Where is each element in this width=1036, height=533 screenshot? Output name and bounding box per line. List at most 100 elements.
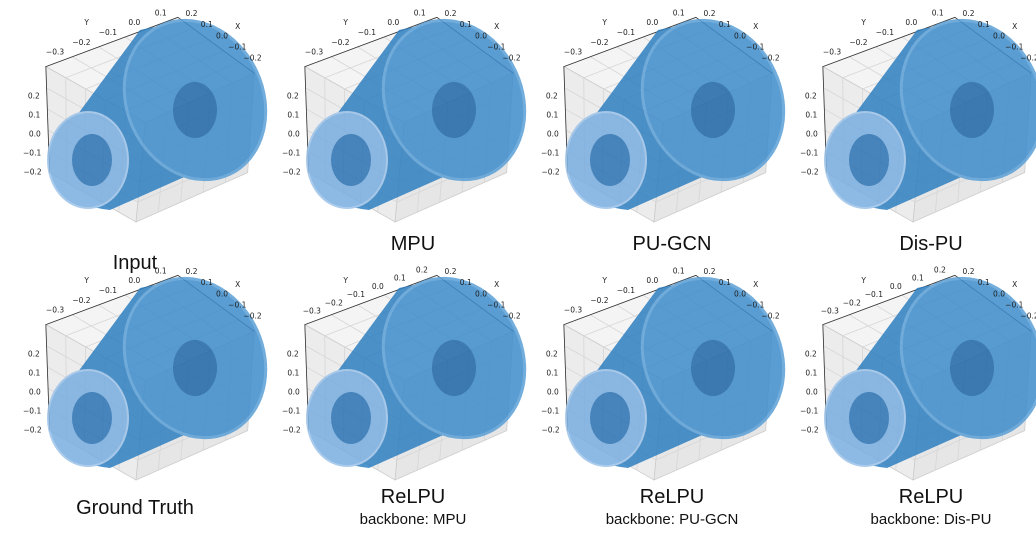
z-tick-label: −0.2 bbox=[282, 168, 300, 177]
y-tick-label: −0.2 bbox=[331, 38, 349, 47]
z-tick-label: −0.2 bbox=[541, 168, 559, 177]
y-tick-label: −0.1 bbox=[99, 286, 117, 295]
z-tick-label: 0.1 bbox=[28, 368, 40, 377]
z-tick-label: 0.0 bbox=[288, 388, 300, 397]
cone-inner bbox=[173, 82, 217, 138]
x-tick-label: −0.2 bbox=[243, 312, 261, 321]
figure: −0.3−0.2−0.10.00.10.20.10.0−0.1−0.20.20.… bbox=[0, 0, 1036, 533]
x-tick-label: 0.0 bbox=[993, 289, 1005, 298]
x-tick-label: 0.2 bbox=[186, 267, 198, 276]
subcaption: backbone: MPU bbox=[360, 511, 467, 528]
x-tick-label: 0.0 bbox=[734, 289, 746, 298]
x-tick-label: −0.1 bbox=[1005, 300, 1023, 309]
caption: Dis-PU bbox=[899, 233, 962, 255]
y-tick-label: −0.3 bbox=[303, 307, 321, 316]
y-axis-label: Y bbox=[342, 18, 348, 27]
z-tick-label: 0.1 bbox=[546, 110, 558, 119]
z-tick-label: 0.2 bbox=[805, 349, 817, 358]
z-tick-label: −0.1 bbox=[541, 149, 559, 158]
x-tick-label: 0.2 bbox=[963, 9, 975, 18]
y-tick-label: −0.3 bbox=[823, 48, 841, 57]
nozzle-inner bbox=[590, 134, 630, 186]
z-tick-label: 0.0 bbox=[288, 130, 300, 139]
x-tick-label: 0.2 bbox=[704, 9, 716, 18]
y-tick-label: −0.2 bbox=[72, 296, 90, 305]
x-axis-label: X bbox=[235, 280, 240, 289]
z-tick-label: 0.1 bbox=[28, 110, 40, 119]
y-tick-label: −0.3 bbox=[821, 307, 839, 316]
z-tick-label: 0.2 bbox=[805, 91, 817, 100]
x-tick-label: −0.2 bbox=[502, 54, 520, 63]
subcaption: backbone: PU-GCN bbox=[606, 511, 739, 528]
x-tick-label: −0.2 bbox=[1020, 312, 1036, 321]
x-tick-label: −0.1 bbox=[228, 300, 246, 309]
z-tick-label: −0.2 bbox=[800, 168, 818, 177]
x-tick-label: −0.2 bbox=[761, 312, 779, 321]
x-tick-label: 0.1 bbox=[719, 20, 731, 29]
y-tick-label: −0.2 bbox=[849, 38, 867, 47]
cone-inner bbox=[691, 340, 735, 396]
z-tick-label: −0.2 bbox=[800, 426, 818, 435]
x-tick-label: −0.2 bbox=[761, 54, 779, 63]
y-axis-label: Y bbox=[601, 276, 607, 285]
caption: ReLPU bbox=[381, 486, 445, 508]
caption: ReLPU bbox=[899, 486, 963, 508]
caption: Ground Truth bbox=[76, 497, 194, 519]
y-tick-label: −0.2 bbox=[72, 38, 90, 47]
x-axis-label: X bbox=[494, 22, 499, 31]
nozzle-inner bbox=[331, 392, 371, 444]
cone-inner bbox=[950, 82, 994, 138]
x-tick-label: −0.1 bbox=[487, 300, 505, 309]
x-axis-label: X bbox=[494, 280, 499, 289]
y-tick-label: −0.3 bbox=[305, 48, 323, 57]
x-tick-label: −0.1 bbox=[228, 42, 246, 51]
z-tick-label: 0.1 bbox=[546, 368, 558, 377]
y-tick-label: 0.1 bbox=[414, 8, 426, 17]
y-tick-label: 0.0 bbox=[128, 276, 140, 285]
y-tick-label: −0.3 bbox=[564, 306, 582, 315]
x-tick-label: −0.2 bbox=[243, 54, 261, 63]
x-tick-label: 0.1 bbox=[460, 278, 472, 287]
x-tick-label: 0.0 bbox=[475, 31, 487, 40]
y-axis-label: Y bbox=[601, 18, 607, 27]
x-tick-label: 0.2 bbox=[445, 9, 457, 18]
cone-inner bbox=[173, 340, 217, 396]
cone-inner bbox=[432, 340, 476, 396]
x-tick-label: 0.1 bbox=[719, 278, 731, 287]
x-tick-label: 0.2 bbox=[963, 267, 975, 276]
z-tick-label: 0.2 bbox=[546, 91, 558, 100]
cone-inner bbox=[432, 82, 476, 138]
y-tick-label: −0.1 bbox=[617, 286, 635, 295]
z-tick-label: 0.1 bbox=[287, 110, 299, 119]
y-tick-label: −0.1 bbox=[99, 28, 117, 37]
z-tick-label: 0.2 bbox=[287, 349, 299, 358]
x-axis-label: X bbox=[235, 22, 240, 31]
cone-inner bbox=[950, 340, 994, 396]
subcaption: backbone: Dis-PU bbox=[871, 511, 992, 528]
z-tick-label: −0.1 bbox=[282, 149, 300, 158]
y-tick-label: −0.1 bbox=[865, 290, 883, 299]
y-tick-label: 0.2 bbox=[934, 265, 946, 274]
y-axis-label: Y bbox=[860, 276, 866, 285]
z-tick-label: 0.0 bbox=[547, 130, 559, 139]
y-tick-label: 0.0 bbox=[646, 18, 658, 27]
y-axis-label: Y bbox=[83, 276, 89, 285]
z-tick-label: 0.2 bbox=[28, 349, 40, 358]
y-axis-label: Y bbox=[860, 18, 866, 27]
x-tick-label: 0.1 bbox=[978, 278, 990, 287]
x-tick-label: −0.2 bbox=[502, 312, 520, 321]
z-tick-label: 0.2 bbox=[28, 91, 40, 100]
x-tick-label: 0.0 bbox=[734, 31, 746, 40]
z-tick-label: −0.1 bbox=[23, 407, 41, 416]
y-tick-label: 0.1 bbox=[932, 8, 944, 17]
x-tick-label: 0.1 bbox=[201, 278, 213, 287]
nozzle-inner bbox=[72, 134, 112, 186]
cone-inner bbox=[691, 82, 735, 138]
y-axis-label: Y bbox=[342, 276, 348, 285]
x-axis-label: X bbox=[1012, 22, 1017, 31]
y-tick-label: −0.3 bbox=[46, 48, 64, 57]
